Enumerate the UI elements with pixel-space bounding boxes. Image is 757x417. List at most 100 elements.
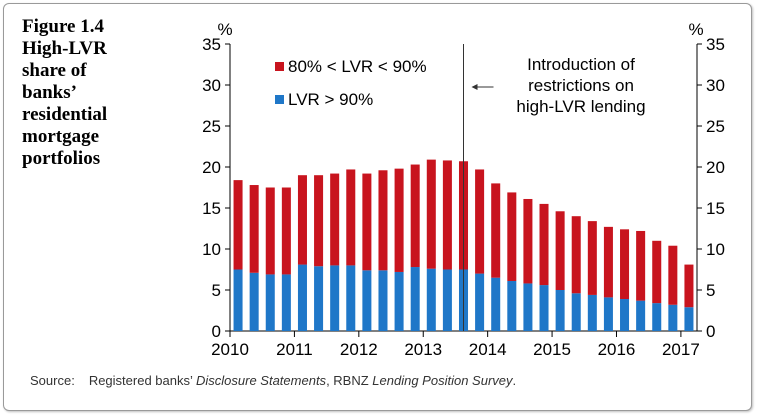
bar-lvr-80-90 [378, 170, 388, 271]
bar-lvr-80-90 [475, 169, 485, 274]
bar-lvr-80-90 [297, 175, 307, 265]
bar-lvr-80-90 [442, 160, 452, 270]
bar-lvr-over-90 [281, 274, 291, 331]
bar-lvr-over-90 [587, 294, 597, 331]
bar-lvr-80-90 [603, 226, 613, 298]
y-tick-label-left: 0 [212, 322, 221, 341]
y-tick-label-left: 15 [202, 199, 221, 218]
legend-label: LVR > 90% [288, 90, 373, 109]
title-line: residential [22, 104, 108, 125]
legend-label: 80% < LVR < 90% [288, 57, 427, 76]
y-tick-label-right: 20 [706, 158, 725, 177]
y-tick-label-left: 25 [202, 117, 221, 136]
bar-lvr-over-90 [314, 266, 324, 331]
bar-lvr-80-90 [684, 264, 694, 308]
bar-lvr-80-90 [346, 169, 356, 266]
x-tick-label: 2015 [533, 340, 571, 359]
source-text-5: . [512, 373, 517, 388]
annotation-text: restrictions on [528, 76, 634, 95]
y-tick-label-left: 5 [212, 281, 221, 300]
y-tick-label-right: 15 [706, 199, 725, 218]
bar-lvr-80-90 [571, 216, 581, 294]
x-tick-label: 2013 [404, 340, 442, 359]
bar-lvr-over-90 [636, 300, 646, 331]
x-tick-label: 2014 [469, 340, 507, 359]
title-line: mortgage [22, 126, 100, 147]
bar-lvr-over-90 [539, 285, 549, 331]
bar-lvr-over-90 [668, 304, 678, 331]
bar-lvr-over-90 [475, 273, 485, 331]
annotation-text: Introduction of [527, 55, 635, 74]
annotation-arrowhead [471, 84, 478, 90]
bar-lvr-over-90 [523, 283, 533, 331]
bar-lvr-over-90 [378, 270, 388, 331]
bar-lvr-over-90 [346, 265, 356, 331]
y-tick-label-right: 35 [706, 35, 725, 54]
bar-lvr-over-90 [620, 299, 630, 331]
annotation-text: high-LVR lending [516, 97, 645, 116]
x-tick-label: 2012 [340, 340, 378, 359]
title-line: portfolios [22, 148, 101, 169]
bar-lvr-over-90 [442, 269, 452, 331]
bar-lvr-over-90 [330, 265, 340, 331]
source-text-3: , RBNZ [326, 373, 373, 388]
bar-lvr-over-90 [571, 293, 581, 331]
bar-lvr-80-90 [265, 187, 275, 275]
bar-lvr-80-90 [394, 168, 404, 272]
bar-lvr-80-90 [314, 175, 324, 267]
y-tick-label-left: 20 [202, 158, 221, 177]
bar-lvr-80-90 [523, 198, 533, 284]
y-unit-right: % [688, 20, 703, 39]
bar-lvr-over-90 [297, 264, 307, 331]
x-tick-label: 2016 [598, 340, 636, 359]
bar-lvr-80-90 [426, 159, 436, 269]
y-tick-label-right: 30 [706, 76, 725, 95]
bar-lvr-80-90 [410, 164, 420, 268]
bar-lvr-over-90 [555, 290, 565, 331]
bar-lvr-over-90 [507, 280, 517, 331]
x-tick-label: 2010 [211, 340, 249, 359]
source-label: Source: [30, 373, 75, 388]
x-tick-label: 2017 [662, 340, 700, 359]
bar-lvr-over-90 [491, 277, 501, 331]
y-tick-label-right: 0 [706, 322, 715, 341]
legend-swatch [275, 95, 284, 104]
bar-lvr-over-90 [684, 307, 694, 331]
bar-lvr-80-90 [539, 203, 549, 286]
source-note: Source: Registered banks’ Disclosure Stat… [30, 373, 516, 388]
bar-lvr-over-90 [426, 268, 436, 331]
bar-lvr-80-90 [330, 173, 340, 266]
y-unit-left: % [217, 20, 232, 39]
source-text-1: Registered banks’ [88, 373, 196, 388]
bar-lvr-80-90 [249, 185, 259, 273]
bar-lvr-over-90 [410, 267, 420, 331]
figure-frame [3, 3, 752, 411]
y-tick-label-right: 10 [706, 240, 725, 259]
title-line: share of [22, 60, 87, 81]
y-tick-label-right: 5 [706, 281, 715, 300]
bar-lvr-80-90 [362, 173, 372, 271]
bar-lvr-80-90 [587, 221, 597, 295]
bar-lvr-80-90 [555, 211, 565, 290]
x-tick-label: 2011 [276, 340, 313, 359]
figure-title: Figure 1.4 High-LVR share of banks’ resi… [22, 16, 152, 170]
title-line: High-LVR [22, 38, 107, 59]
y-tick-label-left: 30 [202, 76, 221, 95]
bar-lvr-over-90 [362, 270, 372, 331]
bar-lvr-over-90 [394, 271, 404, 331]
bar-lvr-80-90 [281, 187, 291, 275]
bar-lvr-over-90 [249, 272, 259, 331]
legend-swatch [275, 62, 284, 71]
title-line: banks’ [22, 82, 77, 103]
bar-lvr-80-90 [668, 245, 678, 305]
y-tick-label-left: 35 [202, 35, 221, 54]
y-tick-label-right: 25 [706, 117, 725, 136]
bar-lvr-80-90 [636, 230, 646, 301]
bar-lvr-over-90 [652, 303, 662, 331]
bar-lvr-80-90 [233, 180, 243, 270]
bar-lvr-80-90 [507, 192, 517, 281]
bar-lvr-over-90 [233, 269, 243, 331]
bar-lvr-over-90 [265, 274, 275, 331]
bar-lvr-80-90 [620, 229, 630, 300]
